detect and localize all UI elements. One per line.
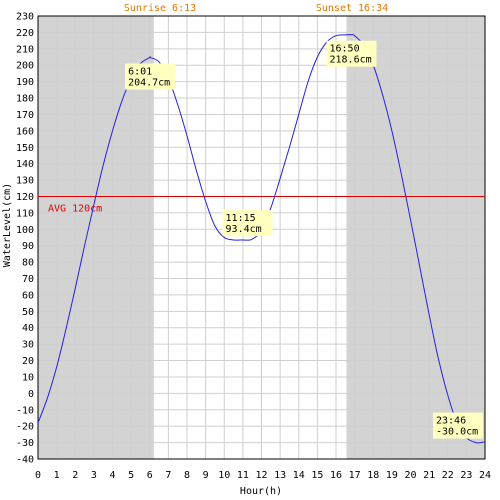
y-tick-label: -40 [16, 455, 34, 466]
y-tick-label: 140 [16, 159, 34, 170]
x-tick-label: 3 [91, 470, 97, 481]
x-tick-label: 2 [72, 470, 78, 481]
plot-frame [37, 15, 486, 460]
y-tick-label: -20 [16, 422, 34, 433]
y-tick-label: 130 [16, 176, 34, 187]
annotation-time: 16:50 [330, 44, 360, 55]
annotation-box [326, 40, 377, 67]
y-tick-label: 230 [16, 12, 34, 23]
annotation-level: 204.7cm [128, 78, 170, 89]
sunset-label: Sunset 16:34 [316, 3, 388, 14]
annotation-box [433, 412, 483, 439]
x-tick-label: 0 [35, 470, 41, 481]
y-tick-label: 220 [16, 28, 34, 39]
grid-lines [37, 15, 486, 460]
x-tick-label: 19 [386, 470, 398, 481]
x-tick-label: 14 [293, 470, 305, 481]
x-tick-label: 13 [274, 470, 286, 481]
x-tick-label: 8 [184, 470, 190, 481]
y-tick-label: 180 [16, 94, 34, 105]
annotation-3: 23:46-30.0cm [433, 412, 483, 439]
y-tick-label: 160 [16, 126, 34, 137]
annotation-box [222, 210, 273, 237]
x-tick-label: 11 [237, 470, 249, 481]
y-tick-label: 70 [22, 274, 34, 285]
annotation-level: 218.6cm [330, 55, 372, 66]
y-tick-label: 100 [16, 225, 34, 236]
y-tick-label: 30 [22, 340, 34, 351]
night-shade-1 [346, 16, 485, 459]
sunrise-label: Sunrise 6:13 [124, 3, 196, 14]
night-shade-0 [38, 16, 154, 459]
y-axis-label: WaterLevel(cm) [2, 183, 13, 267]
y-tick-label: 120 [16, 192, 34, 203]
night-shading [38, 16, 485, 459]
y-tick-label: 200 [16, 61, 34, 72]
y-tick-label: 190 [16, 77, 34, 88]
y-tick-label: 90 [22, 241, 34, 252]
average-label: AVG 120cm [48, 203, 102, 214]
y-tick-label: 170 [16, 110, 34, 121]
annotation-time: 23:46 [436, 416, 466, 427]
annotation-level: 93.4cm [226, 224, 262, 235]
y-axis-ticks: -40 -30 -20 -10 0 10 20 30 40 50 60 70 80 90 100 110 120… [16, 12, 34, 466]
x-tick-label: 1 [54, 470, 60, 481]
y-tick-label: 210 [16, 44, 34, 55]
x-tick-label: 21 [423, 470, 435, 481]
average-line-group: AVG 120cm [38, 195, 485, 214]
x-tick-label: 16 [330, 470, 342, 481]
x-tick-label: 20 [404, 470, 416, 481]
y-tick-label: 110 [16, 208, 34, 219]
x-tick-label: 24 [479, 470, 491, 481]
x-tick-label: 15 [311, 470, 323, 481]
y-tick-label: -30 [16, 438, 34, 449]
x-tick-label: 10 [218, 470, 230, 481]
y-tick-label: -10 [16, 405, 34, 416]
x-axis-label: Hour(h) [240, 486, 282, 497]
y-tick-label: 20 [22, 356, 34, 367]
x-tick-label: 9 [203, 470, 209, 481]
annotation-time: 11:15 [226, 213, 256, 224]
x-tick-label: 5 [128, 470, 134, 481]
x-axis-ticks: 0 1 2 3 4 5 6 7 8 9 10 11 12 13 14 15 16 17 18 19 20 21 22 23 24 [35, 470, 491, 481]
y-tick-label: 80 [22, 258, 34, 269]
y-tick-label: 60 [22, 290, 34, 301]
y-tick-label: 50 [22, 307, 34, 318]
annotation-level: -30.0cm [436, 427, 478, 438]
y-tick-label: 150 [16, 143, 34, 154]
x-tick-label: 6 [147, 470, 153, 481]
y-tick-label: 0 [28, 389, 34, 400]
annotation-time: 6:01 [128, 67, 152, 78]
annotation-box [125, 63, 176, 90]
x-tick-label: 22 [442, 470, 454, 481]
y-tick-label: 40 [22, 323, 34, 334]
x-tick-label: 23 [460, 470, 472, 481]
x-tick-label: 12 [255, 470, 267, 481]
y-tick-label: 10 [22, 372, 34, 383]
x-tick-label: 18 [367, 470, 379, 481]
x-tick-label: 4 [109, 470, 115, 481]
x-tick-label: 7 [165, 470, 171, 481]
x-tick-label: 17 [349, 470, 361, 481]
